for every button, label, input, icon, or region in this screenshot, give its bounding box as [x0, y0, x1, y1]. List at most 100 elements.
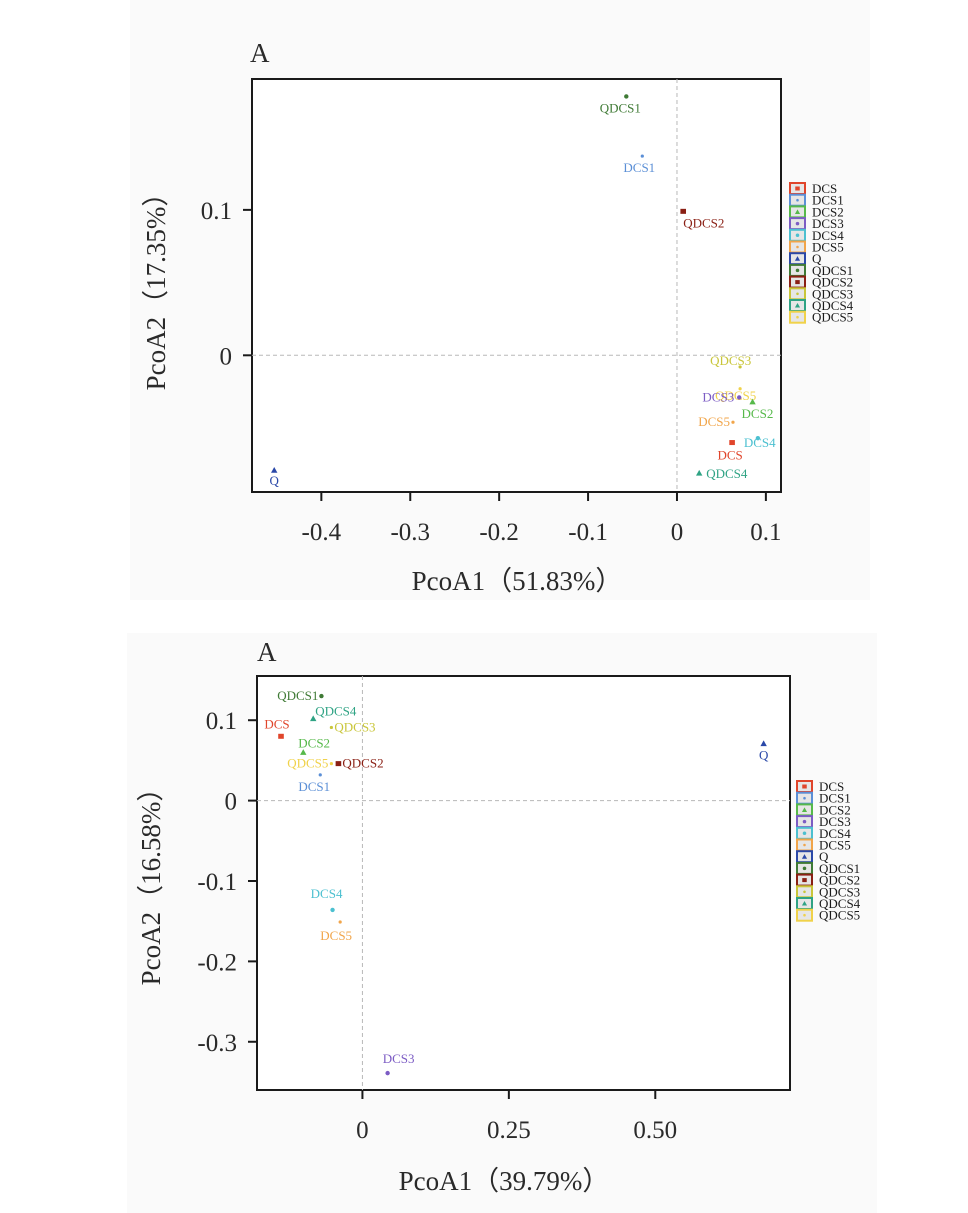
- top-y-tick-label: 0.1: [201, 198, 232, 225]
- top-point-label-qdcs4: QDCS4: [706, 466, 748, 481]
- top-legend-label-dcs1: DCS1: [812, 193, 844, 208]
- bottom-legend-marker-qdcs2: [802, 878, 807, 883]
- bottom-y-tick-label: -0.1: [197, 869, 237, 896]
- bottom-point-label-qdcs2: QDCS2: [342, 756, 383, 771]
- bottom-point-qdcs1: [319, 693, 324, 699]
- bottom-legend-marker-dcs: [802, 784, 807, 789]
- top-point-label-qdcs3: QDCS3: [710, 353, 751, 368]
- top-point-dcs5: [731, 420, 735, 424]
- top-legend-label-qdcs2: QDCS2: [812, 275, 853, 290]
- top-legend-marker-dcs: [795, 186, 800, 191]
- top-legend-label-dcs3: DCS3: [812, 216, 844, 231]
- top-legend-label-dcs5: DCS5: [812, 240, 844, 255]
- top-point-label-dcs3: DCS3: [702, 389, 734, 404]
- bottom-x-tick-label: 0.25: [487, 1117, 531, 1144]
- top-legend-label-dcs4: DCS4: [812, 228, 844, 243]
- bottom-x-tick-label: 0.50: [633, 1117, 677, 1144]
- top-point-label-dcs1: DCS1: [623, 160, 655, 175]
- bottom-panel-letter: A: [257, 637, 277, 667]
- top-point-label-dcs5: DCS5: [698, 414, 730, 429]
- top-point-dcs1: [640, 154, 644, 158]
- top-point-label-qdcs2: QDCS2: [683, 215, 724, 230]
- top-legend-marker-qdcs5: [796, 315, 799, 319]
- top-legend-label-qdcs1: QDCS1: [812, 263, 853, 278]
- top-x-axis-title: PcoA1（51.83%）: [412, 566, 623, 596]
- bottom-point-label-dcs: DCS: [264, 716, 289, 731]
- bottom-x-tick-label: 0: [356, 1117, 369, 1144]
- bottom-point-label-qdcs5: QDCS5: [287, 756, 328, 771]
- top-legend-label-qdcs4: QDCS4: [812, 298, 854, 313]
- bottom-point-dcs5: [338, 920, 342, 924]
- bottom-point-label-qdcs4: QDCS4: [315, 704, 357, 719]
- bottom-legend-label-qdcs3: QDCS3: [819, 884, 860, 899]
- bottom-point-label-dcs2: DCS2: [298, 735, 330, 750]
- top-legend-label-qdcs5: QDCS5: [812, 310, 853, 325]
- bottom-legend-marker-dcs5: [803, 843, 806, 847]
- bottom-y-tick-label: -0.3: [197, 1030, 237, 1057]
- bottom-y-tick-label: 0: [225, 789, 238, 816]
- bottom-legend-marker-qdcs3: [803, 890, 806, 894]
- bottom-legend-label-qdcs1: QDCS1: [819, 861, 860, 876]
- top-legend-marker-dcs5: [796, 245, 799, 249]
- bottom-point-label-dcs4: DCS4: [311, 886, 343, 901]
- top-legend-marker-qdcs3: [796, 292, 799, 296]
- bottom-legend-marker-dcs2: [801, 807, 808, 812]
- bottom-legend-marker-qdcs5: [803, 913, 806, 917]
- top-legend-marker-qdcs4: [794, 302, 801, 308]
- top-point-dcs: [729, 440, 735, 446]
- bottom-point-qdcs4: [310, 715, 317, 722]
- bottom-legend-label-dcs5: DCS5: [819, 838, 851, 853]
- top-legend-label-q: Q: [812, 251, 822, 266]
- bottom-point-label-qdcs3: QDCS3: [334, 719, 375, 734]
- top-legend-label-dcs: DCS: [812, 181, 837, 196]
- top-legend-marker-q: [794, 256, 801, 261]
- top-point-label-dcs: DCS: [717, 448, 742, 463]
- top-point-label-q: Q: [270, 473, 280, 488]
- bottom-legend-label-dcs: DCS: [819, 779, 844, 794]
- bottom-legend-marker-dcs4: [802, 831, 807, 836]
- bottom-legend-label-q: Q: [819, 849, 829, 864]
- top-point-q: [271, 466, 278, 473]
- bottom-point-dcs1: [318, 773, 322, 777]
- top-legend-marker-dcs2: [794, 209, 801, 214]
- top-point-qdcs2: [680, 208, 687, 214]
- bottom-x-axis-title: PcoA1（39.79%）: [399, 1166, 610, 1196]
- top-point-dcs4: [755, 435, 761, 441]
- bottom-legend-marker-dcs1: [803, 796, 806, 800]
- bottom-legend-marker-q: [801, 854, 808, 859]
- bottom-point-dcs4: [330, 907, 335, 913]
- bottom-legend-marker-dcs3: [802, 819, 807, 824]
- bottom-point-qdcs2: [335, 761, 342, 767]
- bottom-point-q: [760, 740, 767, 747]
- bottom-legend-label-dcs2: DCS2: [819, 802, 851, 817]
- bottom-point-label-dcs3: DCS3: [383, 1051, 415, 1066]
- bottom-point-dcs2: [300, 749, 307, 755]
- top-legend-marker-dcs4: [795, 233, 800, 238]
- bottom-point-dcs: [278, 733, 284, 739]
- top-x-tick-label: 0: [671, 519, 684, 546]
- bottom-legend-label-qdcs2: QDCS2: [819, 873, 860, 888]
- bottom-legend-label-qdcs4: QDCS4: [819, 896, 861, 911]
- top-point-label-dcs4: DCS4: [744, 435, 776, 450]
- top-legend-marker-qdcs1: [795, 268, 800, 273]
- bottom-point-label-dcs5: DCS5: [320, 928, 352, 943]
- bottom-legend-label-qdcs5: QDCS5: [819, 908, 860, 923]
- bottom-point-dcs3: [385, 1070, 390, 1076]
- bottom-legend-label-dcs1: DCS1: [819, 791, 851, 806]
- bottom-legend-label-dcs3: DCS3: [819, 814, 851, 829]
- top-panel-letter: A: [250, 38, 270, 68]
- top-x-tick-label: -0.1: [568, 519, 608, 546]
- bottom-point-label-q: Q: [759, 748, 769, 763]
- top-legend-marker-dcs1: [796, 198, 799, 202]
- top-point-label-qdcs5: QDCS5: [715, 388, 756, 403]
- bottom-y-tick-label: -0.2: [197, 949, 237, 976]
- top-point-qdcs4: [696, 469, 703, 476]
- top-legend-marker-qdcs2: [795, 280, 800, 285]
- bottom-point-label-dcs1: DCS1: [298, 779, 330, 794]
- top-y-axis-title: PcoA2（17.35%）: [141, 180, 171, 391]
- bottom-point-label-qdcs1: QDCS1: [277, 688, 318, 703]
- bottom-legend-marker-qdcs4: [801, 900, 808, 906]
- top-legend-label-qdcs3: QDCS3: [812, 286, 853, 301]
- top-point-qdcs3: [738, 365, 742, 369]
- top-legend-label-dcs2: DCS2: [812, 204, 844, 219]
